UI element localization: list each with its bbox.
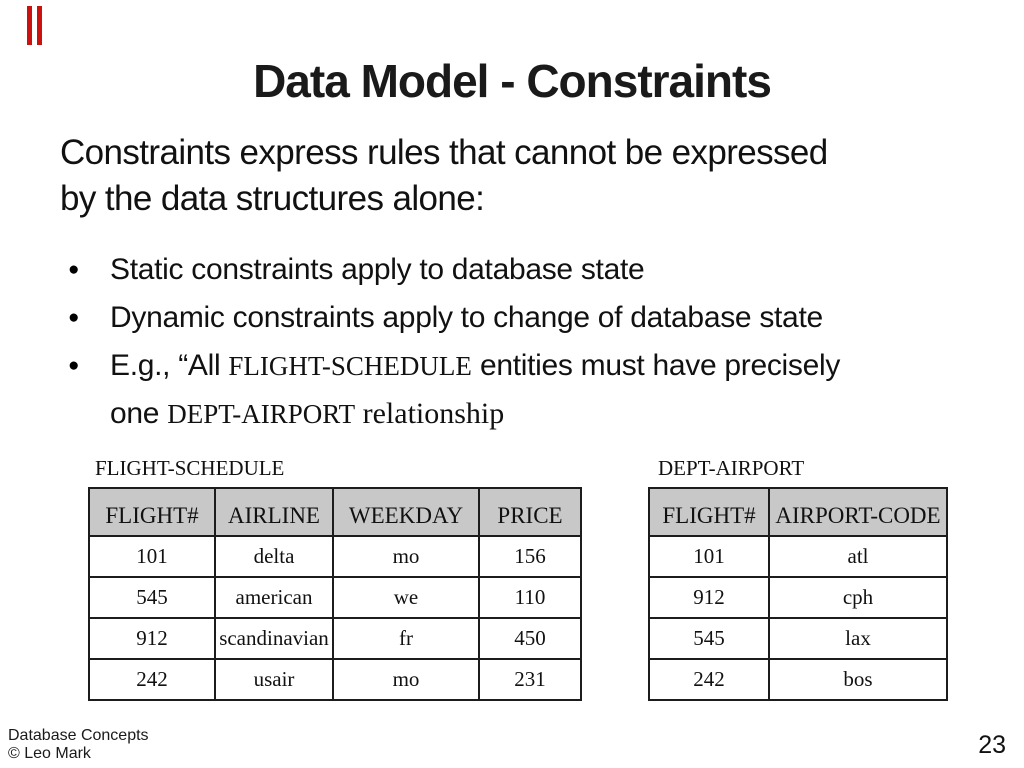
example-text-sans: E.g., “All	[110, 349, 229, 382]
table-row: 101 atl	[648, 535, 948, 578]
bullet-text: Dynamic constraints apply to change of d…	[110, 301, 823, 334]
page-number: 23	[978, 731, 1006, 759]
red-accent-bar	[27, 6, 32, 45]
bullet-icon: ●	[68, 355, 80, 376]
column-header: AIRLINE	[214, 487, 334, 537]
column-header: FLIGHT#	[648, 487, 770, 537]
table-cell: bos	[768, 658, 948, 701]
table-cell: delta	[214, 535, 334, 578]
bullet-text: E.g., “All FLIGHT-SCHEDULE entities must…	[110, 342, 840, 438]
example-text-serif: relationship	[355, 397, 505, 430]
header-row: FLIGHT# AIRLINE WEEKDAY PRICE	[88, 487, 582, 537]
column-header: FLIGHT#	[88, 487, 216, 537]
table-cell: 545	[648, 617, 770, 660]
entity-name-flight-schedule: FLIGHT-SCHEDULE	[228, 351, 472, 381]
table-cell: scandinavian	[214, 617, 334, 660]
table-cell: 912	[648, 576, 770, 619]
column-header: PRICE	[478, 487, 582, 537]
footer: Database Concepts © Leo Mark	[8, 727, 149, 762]
table-row: 545 lax	[648, 617, 948, 660]
table-cell: atl	[768, 535, 948, 578]
table-cell: usair	[214, 658, 334, 701]
footer-copyright: © Leo Mark	[8, 744, 91, 762]
column-header: WEEKDAY	[332, 487, 480, 537]
table-cell: 110	[478, 576, 582, 619]
table-row: 912 cph	[648, 576, 948, 619]
table-row: 101 delta mo 156	[88, 535, 582, 578]
entity-name-dept-airport: DEPT-AIRPORT	[167, 399, 356, 429]
red-accent-bar	[37, 6, 42, 45]
table-row: 242 usair mo 231	[88, 658, 582, 701]
flight-schedule-caption: FLIGHT-SCHEDULE	[95, 456, 285, 480]
flight-schedule-table: FLIGHT# AIRLINE WEEKDAY PRICE 101 delta mo 156…	[88, 487, 582, 701]
dept-airport-caption: DEPT-AIRPORT	[658, 456, 805, 480]
table-cell: we	[332, 576, 480, 619]
bullet-text: Static constraints apply to database sta…	[110, 253, 645, 286]
table-cell: 450	[478, 617, 582, 660]
bullet-list: ● Static constraints apply to database s…	[68, 246, 968, 438]
dept-airport-table: FLIGHT# AIRPORT-CODE 101 atl 912 cph 545 lax 24…	[648, 487, 948, 701]
column-header: AIRPORT-CODE	[768, 487, 948, 537]
example-text-sans: one	[110, 397, 168, 430]
bullet-icon: ●	[68, 259, 80, 280]
footer-course: Database Concepts	[8, 727, 149, 744]
intro-line-1: Constraints express rules that cannot be…	[60, 133, 828, 172]
table-cell: 156	[478, 535, 582, 578]
table-cell: 101	[88, 535, 216, 578]
bullet-icon: ●	[68, 307, 80, 328]
table-cell: fr	[332, 617, 480, 660]
table-cell: 101	[648, 535, 770, 578]
table-cell: american	[214, 576, 334, 619]
example-text-sans: entities must have precisely	[471, 349, 841, 382]
table-cell: 912	[88, 617, 216, 660]
table-row: 545 american we 110	[88, 576, 582, 619]
table-cell: 545	[88, 576, 216, 619]
bullet-item-dynamic: ● Dynamic constraints apply to change of…	[68, 294, 968, 342]
table-row: 912 scandinavian fr 450	[88, 617, 582, 660]
table-cell: mo	[332, 658, 480, 701]
table-cell: 231	[478, 658, 582, 701]
header-row: FLIGHT# AIRPORT-CODE	[648, 487, 948, 537]
bullet-item-example: ● E.g., “All FLIGHT-SCHEDULE entities mu…	[68, 342, 968, 438]
table-cell: 242	[88, 658, 216, 701]
table-row: 242 bos	[648, 658, 948, 701]
table-cell: lax	[768, 617, 948, 660]
intro-line-2: by the data structures alone:	[60, 179, 485, 218]
bullet-item-static: ● Static constraints apply to database s…	[68, 246, 968, 294]
page-title: Data Model - Constraints	[253, 55, 772, 107]
table-cell: cph	[768, 576, 948, 619]
table-cell: 242	[648, 658, 770, 701]
intro-text: Constraints express rules that cannot be…	[60, 130, 960, 222]
table-cell: mo	[332, 535, 480, 578]
